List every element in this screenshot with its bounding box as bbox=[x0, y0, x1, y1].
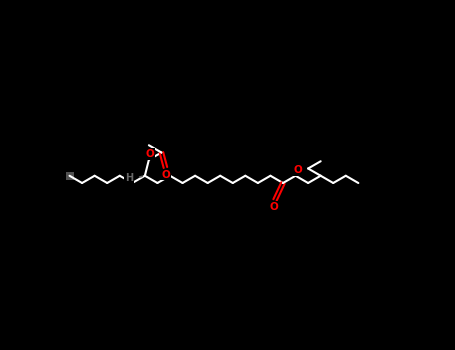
Bar bbox=[66, 172, 74, 180]
Text: H: H bbox=[125, 173, 133, 183]
Text: O: O bbox=[270, 202, 278, 212]
Text: O: O bbox=[161, 169, 170, 180]
Text: O: O bbox=[293, 165, 302, 175]
Text: O: O bbox=[146, 149, 154, 159]
